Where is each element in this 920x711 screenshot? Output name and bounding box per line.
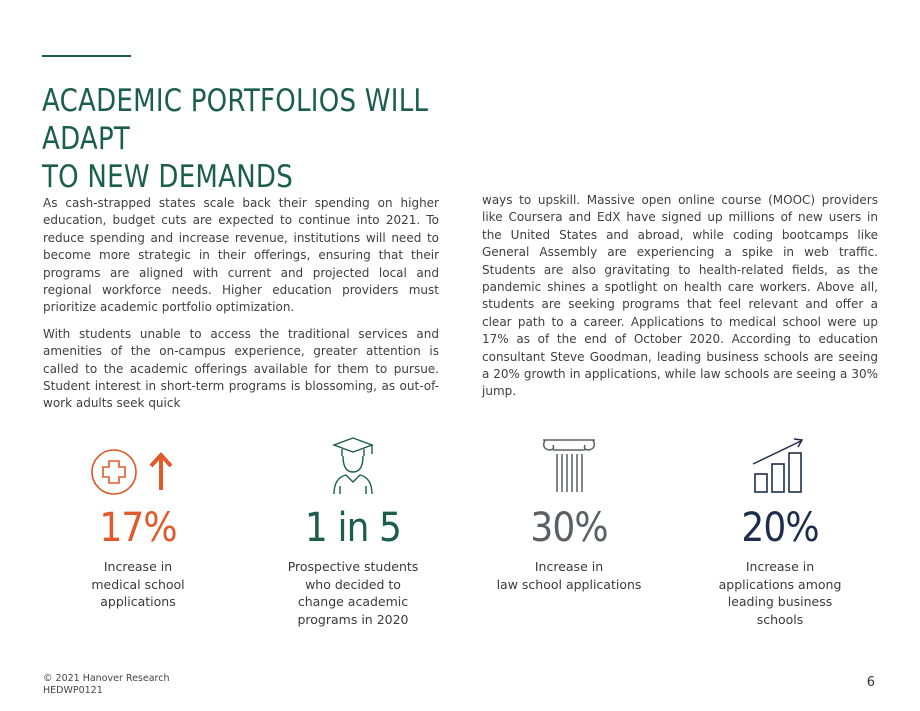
stat-prospective-students: 1 in 5 Prospective students who decided … — [258, 436, 448, 628]
stat-description: Increase in law school applications — [496, 559, 642, 592]
footer-info: © 2021 Hanover Research HEDWP0121 — [43, 673, 169, 697]
page-title-line-1: ACADEMIC PORTFOLIOS WILL ADAPT — [42, 83, 429, 157]
bar-growth-icon — [685, 436, 875, 496]
stat-description: Prospective students who decided to chan… — [287, 559, 419, 627]
stat-description: Increase in medical school applications — [91, 559, 185, 609]
stat-value: 30% — [530, 505, 608, 551]
body-paragraph: As cash-strapped states scale back their… — [43, 196, 439, 315]
page-title: ACADEMIC PORTFOLIOS WILL ADAPT TO NEW DE… — [42, 82, 479, 196]
body-paragraph: With students unable to access the tradi… — [43, 326, 439, 411]
body-column-left: As cash-strapped states scale back their… — [43, 195, 439, 422]
stat-description: Increase in applications among leading b… — [718, 559, 842, 627]
title-rule — [42, 55, 131, 57]
medical-cross-arrow-up-icon — [43, 436, 233, 496]
stat-business-schools: 20% Increase in applications among leadi… — [685, 436, 875, 628]
body-paragraph: ways to upskill. Massive open online cou… — [482, 193, 878, 399]
graduate-icon — [258, 436, 448, 496]
stat-law-school: 30% Increase in law school applications — [474, 436, 664, 593]
stat-value: 17% — [99, 505, 177, 551]
body-column-right: ways to upskill. Massive open online cou… — [482, 192, 878, 410]
stat-medical-school: 17% Increase in medical school applicati… — [43, 436, 233, 611]
document-code: HEDWP0121 — [43, 685, 103, 696]
page-title-line-2: TO NEW DEMANDS — [42, 159, 294, 195]
column-pillar-icon — [474, 436, 664, 496]
copyright: © 2021 Hanover Research — [43, 673, 170, 684]
stat-value: 1 in 5 — [304, 505, 402, 551]
stat-value: 20% — [741, 505, 819, 551]
page-number: 6 — [866, 675, 875, 690]
